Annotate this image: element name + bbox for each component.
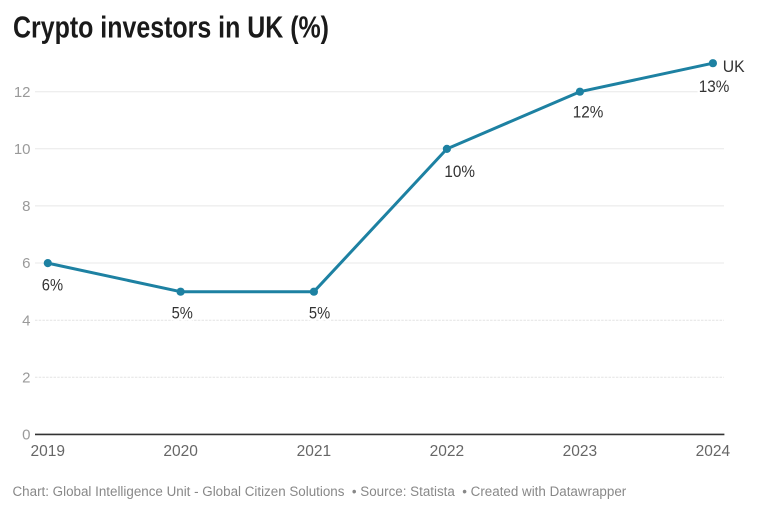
svg-text:Crypto investors in UK (%): Crypto investors in UK (%) <box>13 10 329 45</box>
svg-text:5%: 5% <box>172 305 194 323</box>
svg-text:13%: 13% <box>699 78 730 96</box>
svg-text:2019: 2019 <box>31 443 65 460</box>
svg-text:UK: UK <box>723 58 745 76</box>
svg-text:5%: 5% <box>309 305 331 323</box>
svg-text:2022: 2022 <box>430 443 464 460</box>
svg-text:6: 6 <box>22 255 30 272</box>
svg-text:6%: 6% <box>42 276 64 294</box>
svg-text:10%: 10% <box>444 163 475 181</box>
svg-text:2021: 2021 <box>297 443 331 460</box>
svg-text:5%: 5% <box>172 305 194 323</box>
svg-text:8: 8 <box>22 198 30 215</box>
svg-text:4: 4 <box>22 312 30 329</box>
svg-text:0: 0 <box>22 427 30 444</box>
svg-text:2024: 2024 <box>696 443 731 460</box>
svg-text:13%: 13% <box>699 78 730 96</box>
svg-text:12: 12 <box>14 84 31 101</box>
svg-text:2023: 2023 <box>563 443 597 460</box>
svg-text:12%: 12% <box>573 104 604 122</box>
svg-text:2020: 2020 <box>163 443 198 460</box>
svg-text:6%: 6% <box>42 276 64 294</box>
svg-text:5%: 5% <box>309 305 331 323</box>
svg-text:2: 2 <box>22 369 30 386</box>
svg-text:10: 10 <box>14 141 31 158</box>
svg-text:10%: 10% <box>444 163 475 181</box>
svg-text:Chart: Global Intelligence Uni: Chart: Global Intelligence Unit - Global… <box>13 484 627 499</box>
svg-text:12%: 12% <box>573 104 604 122</box>
